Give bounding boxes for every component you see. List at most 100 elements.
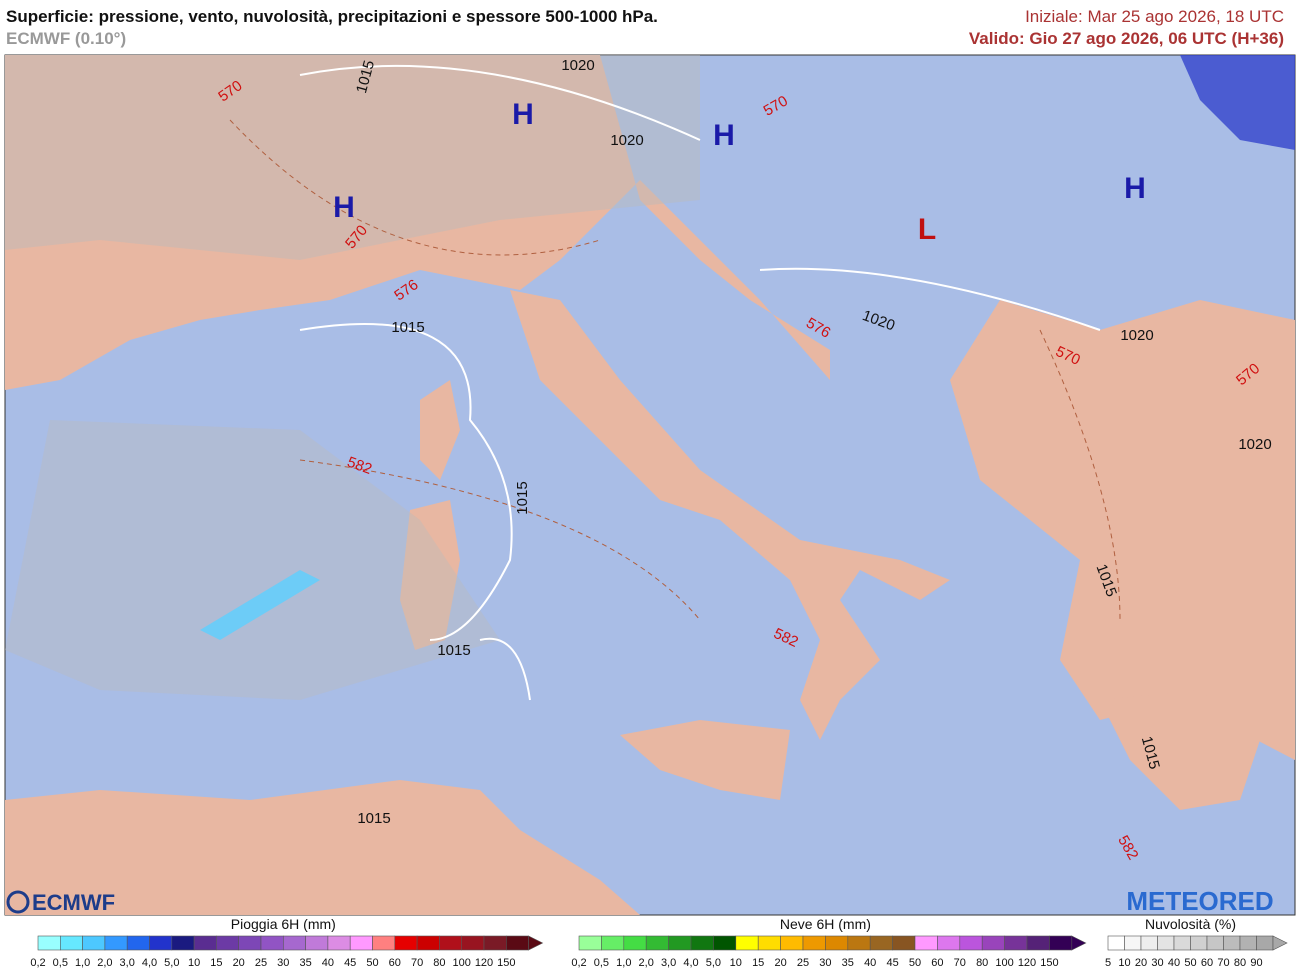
legend-arrow xyxy=(1071,935,1087,951)
legend-label: 50 xyxy=(366,957,378,969)
legend-swatch xyxy=(1206,935,1224,951)
legend-label: 80 xyxy=(433,957,445,969)
legend-swatch xyxy=(780,935,804,951)
low-pressure: L xyxy=(918,213,936,246)
legend-label: 3,0 xyxy=(120,957,135,969)
legend-label: 20 xyxy=(774,957,786,969)
high-pressure: H xyxy=(333,191,355,224)
legend-label: 60 xyxy=(1201,957,1213,969)
legend-swatch xyxy=(282,935,306,951)
legend-swatch xyxy=(349,935,373,951)
legend-label: 5 xyxy=(1105,957,1111,969)
legends: Pioggia 6H (mm) 0,2 0,5 1,0 2,0 3,0 4,0 5,0 10 15… xyxy=(30,916,1288,969)
legend-swatch xyxy=(171,935,195,951)
isobar-label: 1020 xyxy=(1238,436,1271,453)
legend-arrow xyxy=(528,935,544,951)
legend-swatch xyxy=(981,935,1005,951)
legend-swatch xyxy=(1049,935,1073,951)
legend-swatch xyxy=(757,935,781,951)
legend-label: 2,0 xyxy=(639,957,654,969)
isobar-label: 1020 xyxy=(1120,327,1153,344)
legend-swatch xyxy=(1190,935,1208,951)
legend-label: 100 xyxy=(995,957,1013,969)
legend-swatch xyxy=(645,935,669,951)
isobar-label: 1020 xyxy=(561,57,594,74)
legend-label: 0,2 xyxy=(571,957,586,969)
legend-swatch xyxy=(914,935,938,951)
legend-label: 2,0 xyxy=(97,957,112,969)
legend-swatch xyxy=(1004,935,1028,951)
legend-swatch xyxy=(305,935,329,951)
legend-label: 15 xyxy=(752,957,764,969)
legend-label: 45 xyxy=(344,957,356,969)
legend-swatch xyxy=(59,935,83,951)
legend-label: 4,0 xyxy=(142,957,157,969)
legend-swatch xyxy=(869,935,893,951)
legend-swatch xyxy=(1223,935,1241,951)
legend-label: 40 xyxy=(322,957,334,969)
legend-swatch xyxy=(1124,935,1142,951)
legend-swatch xyxy=(847,935,871,951)
legend-label: 30 xyxy=(819,957,831,969)
legend-label: 1,0 xyxy=(75,957,90,969)
legend-label: 0,5 xyxy=(594,957,609,969)
legend-swatch xyxy=(937,935,961,951)
legend-label: 80 xyxy=(976,957,988,969)
legend-label: 70 xyxy=(1217,957,1229,969)
legend-label: 50 xyxy=(1184,957,1196,969)
legend-label: 30 xyxy=(1151,957,1163,969)
legend-swatch xyxy=(1239,935,1257,951)
valid-time: Valido: Gio 27 ago 2026, 06 UTC (H+36) xyxy=(969,29,1284,48)
legend-swatch xyxy=(238,935,262,951)
legend-label: 0,5 xyxy=(53,957,68,969)
isobar-label: 1015 xyxy=(357,810,390,827)
high-pressure: H xyxy=(512,98,534,131)
legend-label: 45 xyxy=(886,957,898,969)
legend-label: 70 xyxy=(411,957,423,969)
legend-swatch xyxy=(193,935,217,951)
legend-label: 3,0 xyxy=(661,957,676,969)
legend-swatch xyxy=(216,935,239,951)
legend-label: 100 xyxy=(453,957,471,969)
legend-swatch xyxy=(505,935,529,951)
legend-label: 30 xyxy=(277,957,289,969)
high-pressure: H xyxy=(713,119,735,152)
legend-arrow xyxy=(1272,935,1288,951)
legend-swatch xyxy=(690,935,714,951)
legend-label: 25 xyxy=(797,957,809,969)
legend-label: 70 xyxy=(954,957,966,969)
legend-label: 1,0 xyxy=(616,957,631,969)
legend-swatch xyxy=(126,935,150,951)
legend-label: 20 xyxy=(233,957,245,969)
legend-swatch xyxy=(394,935,418,951)
legend-swatch xyxy=(713,935,737,951)
legend-label: 80 xyxy=(1234,957,1246,969)
legend-swatch xyxy=(1256,935,1274,951)
legend-swatch xyxy=(1026,935,1050,951)
legend-swatch xyxy=(260,935,284,951)
legend-label: 25 xyxy=(255,957,267,969)
legend-swatch xyxy=(735,935,759,951)
ecmwf-logo: ECMWF xyxy=(32,890,115,915)
legend-swatch xyxy=(372,935,396,951)
model: ECMWF (0.10°) xyxy=(6,29,126,48)
legend-label: 40 xyxy=(1168,957,1180,969)
isobar-label: 1015 xyxy=(391,319,424,336)
legend-label: 120 xyxy=(1018,957,1036,969)
legend-label: 35 xyxy=(299,957,311,969)
legend-title: Pioggia 6H (mm) xyxy=(231,916,336,932)
legend-swatch xyxy=(1140,935,1158,951)
legend-title: Neve 6H (mm) xyxy=(780,916,871,932)
legend-swatch xyxy=(327,935,351,951)
legend-label: 10 xyxy=(730,957,742,969)
legend-swatch xyxy=(1173,935,1191,951)
isobar-label: 1020 xyxy=(610,132,643,149)
legend-label: 10 xyxy=(1118,957,1130,969)
isobar-label: 1015 xyxy=(437,642,470,659)
legend-label: 150 xyxy=(497,957,515,969)
legend-label: 90 xyxy=(1250,957,1262,969)
legend-swatch xyxy=(82,935,106,951)
legend-label: 35 xyxy=(842,957,854,969)
